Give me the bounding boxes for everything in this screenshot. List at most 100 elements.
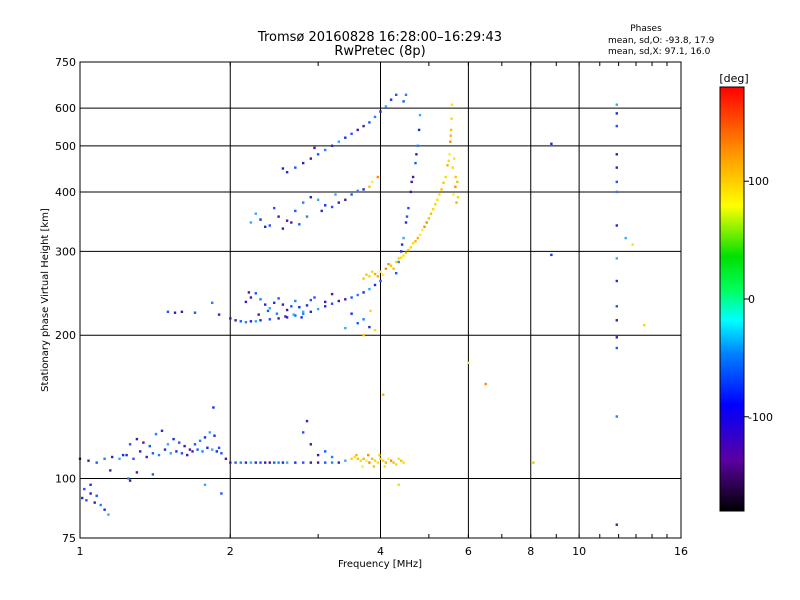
- data-point: [365, 459, 368, 462]
- data-point: [447, 159, 450, 162]
- data-point: [285, 316, 289, 319]
- data-point: [418, 113, 422, 117]
- data-point: [414, 161, 417, 165]
- data-point: [344, 459, 347, 462]
- data-point: [186, 453, 189, 457]
- data-point: [344, 198, 347, 201]
- data-point: [452, 193, 455, 196]
- data-point: [193, 311, 197, 314]
- data-point: [344, 136, 347, 139]
- data-point: [215, 450, 218, 453]
- data-point: [454, 175, 457, 179]
- data-point: [244, 300, 248, 304]
- data-point: [395, 463, 398, 466]
- data-point: [404, 221, 408, 224]
- data-point: [284, 315, 287, 318]
- data-point: [371, 180, 374, 184]
- data-point: [302, 431, 305, 434]
- data-point: [615, 180, 618, 184]
- data-point: [365, 273, 368, 276]
- data-point: [378, 453, 381, 457]
- grid-lines: [80, 62, 681, 538]
- data-point: [268, 318, 271, 321]
- data-point: [85, 499, 88, 502]
- data-point: [99, 503, 102, 507]
- data-point: [615, 224, 618, 227]
- data-point: [397, 257, 400, 260]
- data-point: [362, 318, 365, 321]
- data-point: [234, 319, 237, 322]
- data-point: [402, 254, 405, 257]
- data-point: [125, 453, 128, 457]
- data-point: [220, 452, 223, 455]
- data-point: [355, 453, 358, 457]
- colorbar-label: [deg]: [719, 72, 748, 85]
- data-point: [198, 439, 202, 442]
- data-point: [368, 287, 371, 291]
- data-point: [180, 452, 184, 455]
- data-point: [254, 212, 257, 215]
- data-point: [400, 243, 404, 246]
- data-point: [249, 221, 253, 224]
- data-point: [373, 328, 377, 332]
- data-point: [294, 461, 297, 464]
- data-point: [450, 117, 453, 120]
- data-point: [132, 457, 135, 460]
- data-point: [298, 306, 301, 309]
- data-point: [151, 452, 155, 455]
- data-point: [135, 437, 139, 441]
- data-point: [249, 461, 253, 464]
- data-point: [359, 459, 362, 462]
- data-point: [281, 227, 285, 230]
- data-point: [166, 443, 170, 446]
- data-point: [379, 110, 382, 113]
- data-point: [448, 153, 451, 156]
- data-point: [456, 180, 459, 184]
- chart-title: Tromsø 20160828 16:28:00–16:29:43: [257, 30, 502, 45]
- data-point: [172, 437, 175, 441]
- data-point: [254, 320, 257, 323]
- data-point: [350, 457, 353, 460]
- x-tick-label: 8: [527, 545, 534, 558]
- data-point: [402, 100, 405, 103]
- data-point: [449, 134, 452, 137]
- data-point: [324, 461, 327, 464]
- data-point: [259, 218, 262, 221]
- colorbar-ticks: 100 0 -100: [744, 175, 773, 424]
- data-point: [191, 450, 194, 453]
- data-point: [344, 326, 347, 330]
- data-point: [451, 166, 454, 169]
- data-point: [353, 455, 356, 459]
- data-point: [247, 291, 251, 294]
- data-point: [467, 361, 470, 364]
- x-tick-label: 4: [377, 545, 384, 558]
- data-point: [292, 313, 295, 316]
- data-point: [330, 292, 334, 296]
- data-point: [324, 204, 327, 207]
- data-point: [290, 305, 293, 308]
- data-point: [183, 444, 186, 448]
- data-point: [277, 461, 280, 464]
- data-point: [103, 457, 106, 460]
- data-point: [400, 459, 403, 462]
- data-point: [337, 201, 340, 204]
- data-point: [281, 303, 285, 306]
- data-point: [300, 316, 303, 319]
- data-point: [387, 263, 390, 266]
- data-point: [392, 461, 395, 464]
- data-point: [382, 393, 385, 396]
- data-point: [407, 248, 410, 252]
- data-point: [356, 293, 359, 297]
- data-point: [305, 419, 309, 423]
- data-point: [376, 461, 379, 464]
- data-point: [254, 461, 257, 464]
- x-axis-ticks: 1 2 4 6 8 10 16: [77, 62, 688, 558]
- data-point: [166, 310, 170, 313]
- data-point: [81, 496, 84, 500]
- x-tick-label: 10: [572, 545, 586, 558]
- data-point: [397, 457, 400, 460]
- data-point: [379, 457, 382, 460]
- data-point: [203, 436, 207, 439]
- data-point: [415, 153, 418, 156]
- data-point: [423, 225, 426, 228]
